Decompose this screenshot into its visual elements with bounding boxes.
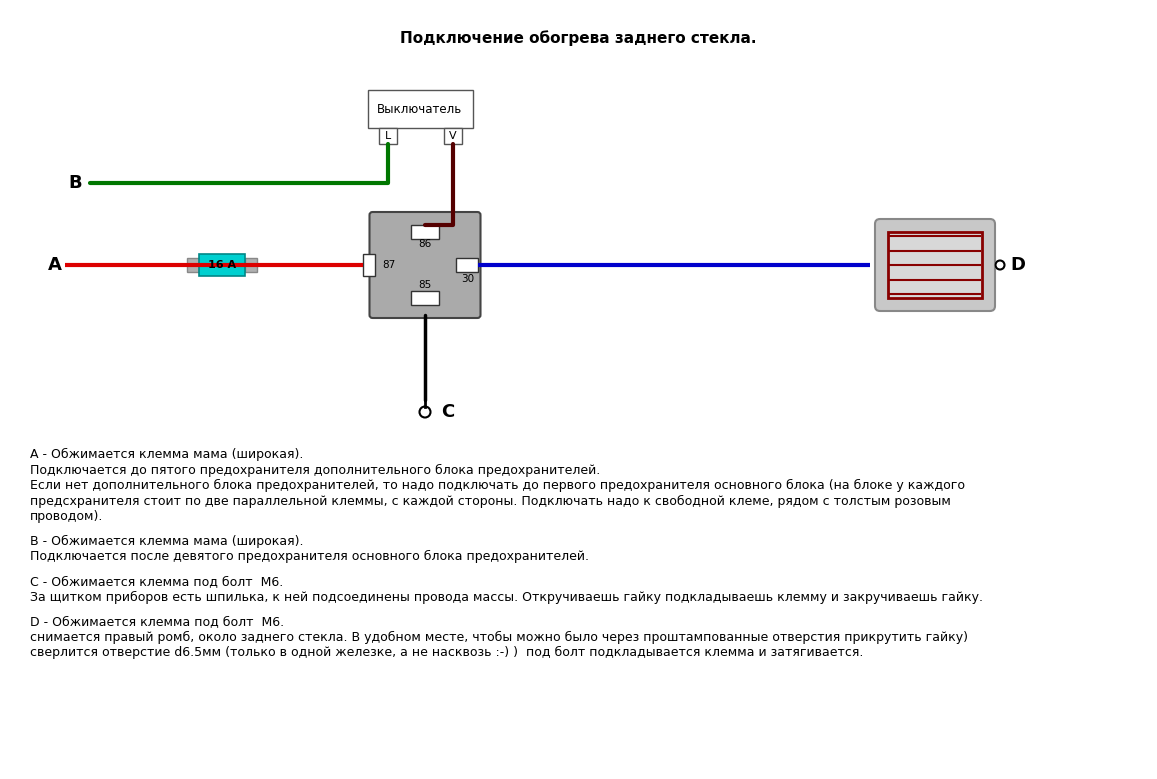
Bar (443, 128, 462, 144)
Text: проводом).: проводом). (30, 510, 103, 523)
Bar (0, 430, 1157, 779)
Text: снимается правый ромб, около заднего стекла. В удобном месте, чтобы можно было ч: снимается правый ромб, около заднего сте… (30, 631, 968, 644)
Text: 87: 87 (382, 260, 396, 270)
Text: предсхранителя стоит по две параллельной клеммы, с каждой стороны. Подключать на: предсхранителя стоит по две параллельной… (30, 495, 951, 508)
Text: D: D (1010, 256, 1025, 274)
Text: 86: 86 (419, 239, 432, 249)
Bar (378, 128, 397, 144)
Bar (411, 291, 439, 305)
Text: Подключается до пятого предохранителя дополнительного блока предохранителей.: Подключается до пятого предохранителя до… (30, 464, 600, 477)
Text: B - Обжимается клемма мама (широкая).: B - Обжимается клемма мама (широкая). (30, 535, 303, 548)
Bar (411, 225, 439, 239)
Text: Подключение обогрева заднего стекла.: Подключение обогрева заднего стекла. (400, 30, 757, 46)
Bar (199, 254, 245, 276)
Bar (889, 232, 982, 298)
Circle shape (995, 260, 1004, 270)
Text: 30: 30 (460, 274, 474, 284)
Text: C - Обжимается клемма под болт  M6.: C - Обжимается клемма под болт M6. (30, 575, 283, 588)
Text: сверлится отверстие d6.5мм (только в одной железке, а не насквозь :-) )  под бол: сверлится отверстие d6.5мм (только в одн… (30, 647, 863, 660)
Bar (362, 254, 375, 276)
Text: За щитком приборов есть шпилька, к ней подсоединены провода массы. Откручиваешь : За щитком приборов есть шпилька, к ней п… (30, 590, 983, 604)
Text: 85: 85 (419, 280, 432, 290)
Bar (187, 258, 199, 272)
Text: L: L (384, 131, 391, 141)
Text: A - Обжимается клемма мама (широкая).: A - Обжимается клемма мама (широкая). (30, 448, 303, 461)
Text: Выключатель: Выключатель (377, 103, 463, 115)
Bar (456, 258, 478, 272)
Text: C: C (441, 403, 455, 421)
FancyBboxPatch shape (875, 219, 995, 311)
Bar (245, 258, 257, 272)
Text: Подключается после девятого предохранителя основного блока предохранителей.: Подключается после девятого предохраните… (30, 550, 589, 563)
Text: A: A (49, 256, 62, 274)
Text: 16 A: 16 A (208, 260, 236, 270)
Text: D - Обжимается клемма под болт  M6.: D - Обжимается клемма под болт M6. (30, 615, 285, 629)
Text: Если нет дополнительного блока предохранителей, то надо подключать до первого пр: Если нет дополнительного блока предохран… (30, 479, 965, 492)
Text: B: B (68, 174, 82, 192)
Bar (368, 90, 472, 128)
FancyBboxPatch shape (369, 212, 480, 318)
Text: V: V (449, 131, 456, 141)
